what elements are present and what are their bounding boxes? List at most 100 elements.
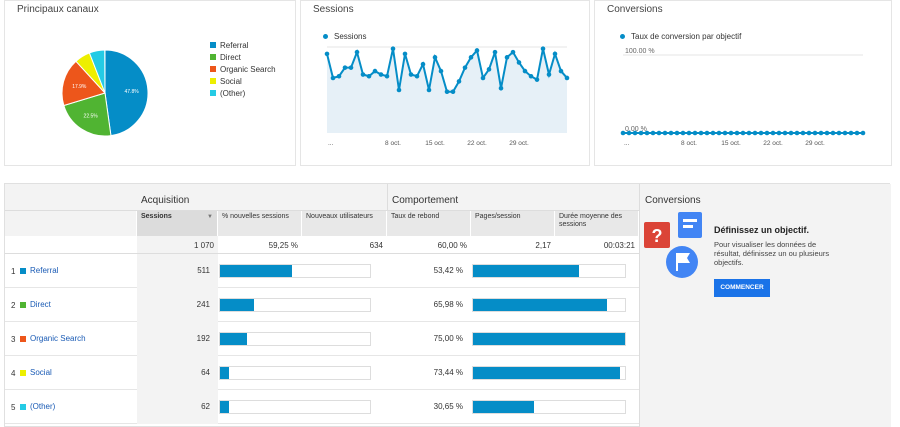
series-point[interactable] [848,130,854,136]
series-point[interactable] [770,130,776,136]
series-point[interactable] [722,130,728,136]
series-point[interactable] [836,130,842,136]
series-point[interactable] [812,130,818,136]
series-point[interactable] [698,130,704,136]
series-point[interactable] [414,73,420,79]
pie-slice-organic-search[interactable] [61,60,106,107]
series-point[interactable] [558,68,564,74]
series-point[interactable] [692,130,698,136]
series-point[interactable] [552,51,558,57]
series-point[interactable] [656,130,662,136]
channel-link[interactable]: Direct [30,300,51,309]
series-point[interactable] [324,51,330,57]
series-point[interactable] [432,55,438,60]
series-point[interactable] [752,130,758,136]
series-point[interactable] [384,73,390,79]
col-sessions[interactable]: Sessions ▼ [137,211,218,236]
series-point[interactable] [390,46,396,52]
series-point[interactable] [710,130,716,136]
series-point[interactable] [686,130,692,136]
series-point[interactable] [740,130,746,136]
series-point[interactable] [638,130,644,136]
series-point[interactable] [728,130,734,136]
pie-slice-referral[interactable] [104,49,149,137]
series-point[interactable] [522,68,528,74]
series-point[interactable] [842,130,848,136]
series-point[interactable] [794,130,800,136]
pie-legend-item[interactable]: Organic Search [210,63,276,75]
series-point[interactable] [644,130,650,136]
pie-slice-other[interactable] [88,49,106,94]
col-new-users[interactable]: Nouveaux utilisateurs [302,211,387,236]
series-point[interactable] [462,65,468,70]
series-point[interactable] [746,130,752,136]
series-point[interactable] [468,55,474,60]
channel-link[interactable]: Organic Search [30,334,86,343]
series-point[interactable] [336,73,342,79]
series-point[interactable] [776,130,782,136]
col-pages[interactable]: Pages/session [471,211,555,236]
series-point[interactable] [704,130,710,136]
series-point[interactable] [450,89,456,95]
series-point[interactable] [620,130,626,136]
series-point[interactable] [396,87,402,93]
series-point[interactable] [420,61,426,67]
series-point[interactable] [800,130,806,136]
series-point[interactable] [758,130,764,136]
series-point[interactable] [818,130,824,136]
series-point[interactable] [788,130,794,136]
series-point[interactable] [806,130,812,136]
series-point[interactable] [360,72,366,77]
series-point[interactable] [438,68,444,74]
series-point[interactable] [456,79,462,84]
series-point[interactable] [426,87,432,93]
channel-link[interactable]: (Other) [30,402,56,411]
series-point[interactable] [498,85,504,91]
series-point[interactable] [662,130,668,136]
series-point[interactable] [632,130,638,136]
channel-link[interactable]: Referral [30,266,59,275]
col-bounce[interactable]: Taux de rebond [387,211,471,236]
series-point[interactable] [330,75,336,81]
series-point[interactable] [546,72,552,77]
series-point[interactable] [534,77,540,82]
start-button[interactable]: COMMENCER [714,279,770,297]
pie-legend-item[interactable]: Direct [210,51,276,63]
series-point[interactable] [348,65,354,70]
series-point[interactable] [504,55,510,60]
series-point[interactable] [824,130,830,136]
series-point[interactable] [480,75,486,81]
series-point[interactable] [402,51,408,57]
series-point[interactable] [764,130,770,136]
col-duration[interactable]: Durée moyenne des sessions [555,211,639,236]
series-point[interactable] [680,130,686,136]
series-point[interactable] [342,65,348,70]
series-point[interactable] [650,130,656,136]
series-point[interactable] [474,48,480,53]
series-point[interactable] [444,89,450,95]
series-point[interactable] [716,130,722,136]
series-point[interactable] [626,130,632,136]
series-point[interactable] [516,60,522,65]
series-point[interactable] [782,130,788,136]
series-point[interactable] [372,68,378,74]
series-point[interactable] [734,130,740,136]
series-point[interactable] [486,67,492,72]
series-point[interactable] [366,73,372,79]
pie-legend-item[interactable]: Referral [210,39,276,51]
series-point[interactable] [830,130,836,136]
series-point[interactable] [354,49,360,55]
col-new-sessions[interactable]: % nouvelles sessions [218,211,302,236]
series-point[interactable] [528,73,534,79]
series-point[interactable] [492,49,498,55]
series-point[interactable] [860,130,866,136]
series-point[interactable] [854,130,860,136]
series-point[interactable] [408,72,414,77]
series-point[interactable] [378,72,384,77]
channel-link[interactable]: Social [30,368,52,377]
series-point[interactable] [668,130,674,136]
pie-slice-direct[interactable] [63,92,112,137]
series-point[interactable] [674,130,680,136]
series-point[interactable] [564,75,570,81]
series-point[interactable] [540,46,546,52]
